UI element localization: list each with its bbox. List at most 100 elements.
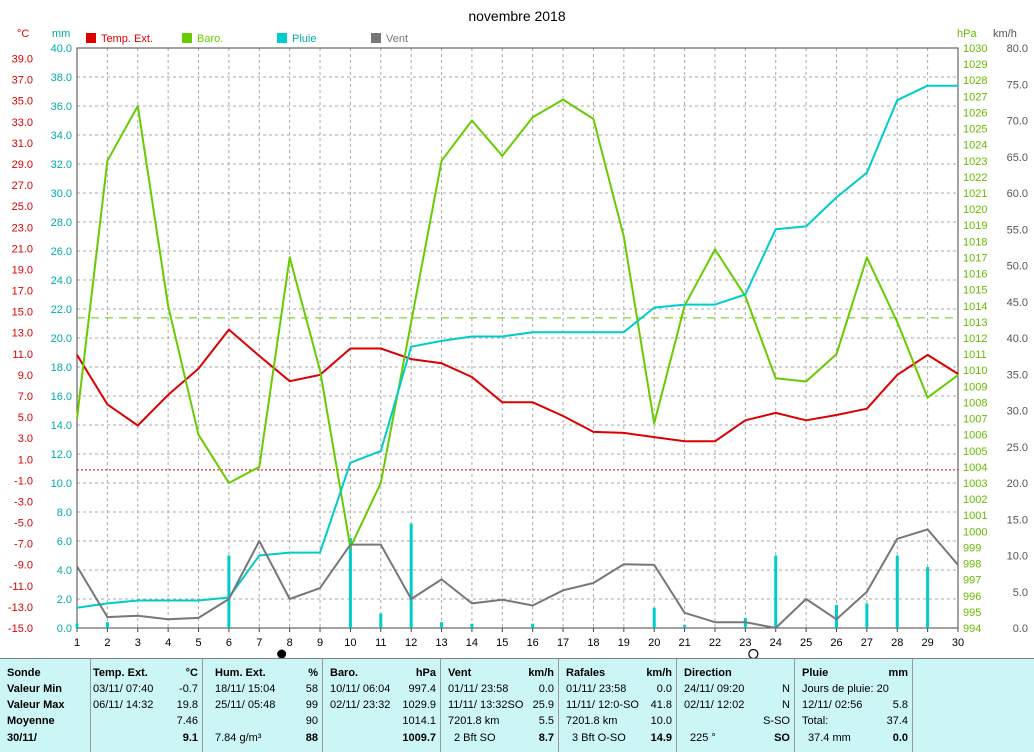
pressure-point <box>653 422 656 425</box>
daily-rain-bar <box>227 555 231 628</box>
baro-max-date: 02/11/ 23:32 <box>330 699 391 711</box>
x-tick-label: 24 <box>770 637 782 649</box>
temp-tick-label: -1.0 <box>14 475 33 487</box>
rain-tick-label: 10.0 <box>51 478 72 490</box>
temperature-point <box>349 347 352 350</box>
pressure-tick-label: 1029 <box>963 59 987 71</box>
rain-days: Jours de pluie: 20 <box>802 683 889 695</box>
pressure-point <box>774 377 777 380</box>
temp-min-value: -0.7 <box>179 683 198 695</box>
cumulative-rain-point <box>258 554 261 557</box>
wind-point <box>866 590 868 593</box>
pressure-point <box>106 159 109 162</box>
daily-rain-bar <box>683 625 687 628</box>
pressure-tick-label: 1002 <box>963 494 987 506</box>
cumulative-rain-point <box>531 331 534 334</box>
wind-min-value: 0.0 <box>538 683 554 695</box>
cumulative-rain-point <box>349 461 352 464</box>
wind-point <box>258 540 261 542</box>
pressure-point <box>896 321 899 323</box>
wind-tick-label: 80.0 <box>1007 43 1028 55</box>
baro-today: 1009.7 <box>402 732 436 744</box>
pressure-tick-label: 1022 <box>963 172 987 184</box>
wind-tick-label: 45.0 <box>1007 297 1028 309</box>
x-tick-label: 1 <box>74 637 80 649</box>
temperature-point <box>471 376 473 378</box>
hum-max-date: 25/11/ 05:48 <box>215 699 276 711</box>
cumulative-rain-point <box>501 335 504 338</box>
stats-col-rain: Pluie mm Jours de pluie: 20 12/11/ 02:56… <box>794 659 913 752</box>
gusts-today-label: 3 Bft O-SO <box>572 732 626 744</box>
rain-tick-label: 18.0 <box>51 362 72 374</box>
direction-max-date: 02/11/ 12:02 <box>684 699 745 711</box>
wind-today: 8.7 <box>538 732 554 744</box>
cumulative-rain-point <box>288 551 291 554</box>
cumulative-rain-line <box>76 84 958 609</box>
legend-label-rain: Pluie <box>292 33 316 45</box>
cumulative-rain-point <box>683 303 686 306</box>
temperature-point <box>228 328 230 331</box>
cumulative-rain-point <box>592 331 595 334</box>
rain-tick-label: 0.0 <box>57 623 72 635</box>
rain-tick-label: 34.0 <box>51 130 72 142</box>
gusts-today: 14.9 <box>650 732 672 744</box>
rain-tick-label: 16.0 <box>51 391 72 403</box>
pressure-point <box>835 353 838 355</box>
temp-tick-label: -15.0 <box>8 623 33 635</box>
pressure-point <box>410 321 412 323</box>
rain-tick-label: 22.0 <box>51 304 72 316</box>
daily-rain-bar <box>834 604 838 628</box>
x-tick-label: 17 <box>557 637 569 649</box>
x-tick-label: 13 <box>435 637 447 649</box>
plot-frame <box>76 47 959 629</box>
pressure-point <box>714 248 716 251</box>
x-tick-label: 12 <box>405 637 417 649</box>
temp-tick-label: 25.0 <box>12 201 33 213</box>
x-tick-label: 23 <box>739 637 751 649</box>
temperature-point <box>258 355 261 357</box>
x-tick-label: 15 <box>496 637 508 649</box>
pressure-tick-label: 1027 <box>963 91 987 103</box>
hum-today-label: 7.84 g/m³ <box>215 732 262 744</box>
x-tick-label: 4 <box>165 637 171 649</box>
wind-tick-label: 65.0 <box>1007 152 1028 164</box>
stats-col-baro: Baro. hPa 10/11/ 06:04 997.4 02/11/ 23:3… <box>322 659 441 752</box>
wind-point <box>592 582 595 584</box>
temp-tick-label: -13.0 <box>8 602 33 614</box>
legend-label-temp: Temp. Ext. <box>101 33 153 45</box>
cumulative-rain-point <box>805 225 807 228</box>
temp-tick-label: 21.0 <box>12 243 33 255</box>
pressure-tick-label: 1025 <box>963 124 987 136</box>
hum-today: 88 <box>305 732 318 744</box>
wind-point <box>896 538 899 540</box>
cumulative-rain-point <box>774 228 777 231</box>
wind-average: 5.5 <box>538 715 554 727</box>
chart-title: novembre 2018 <box>468 8 566 24</box>
new-moon-icon <box>277 649 287 658</box>
wind-line <box>76 528 959 629</box>
rain-tick-label: 28.0 <box>51 217 72 229</box>
stats-col-direction: Direction 24/11/ 09:20 N 02/11/ 12:02 N … <box>676 659 795 752</box>
pressure-tick-label: 1010 <box>963 365 987 377</box>
cumulative-rain-point <box>926 84 929 87</box>
wind-tick-label: 70.0 <box>1007 116 1028 128</box>
rain-tick-label: 38.0 <box>51 72 72 84</box>
pressure-tick-label: 1012 <box>963 333 987 345</box>
pressure-tick-label: 1004 <box>963 462 987 474</box>
wind-tick-label: 30.0 <box>1007 406 1028 418</box>
pressure-point <box>744 295 747 297</box>
pressure-tick-label: 1021 <box>963 188 987 200</box>
wind-point <box>440 578 443 581</box>
sonde-row-avg: Moyenne <box>7 715 55 727</box>
hum-unit: % <box>308 667 318 679</box>
legend-swatch-wind <box>371 33 381 43</box>
daily-rain-bar <box>865 603 869 628</box>
rain-tick-label: 20.0 <box>51 333 72 345</box>
temp-tick-label: 29.0 <box>12 159 33 171</box>
x-tick-label: 22 <box>709 637 721 649</box>
x-tick-label: 3 <box>135 637 141 649</box>
pressure-point <box>562 98 564 101</box>
temperature-line <box>76 328 959 443</box>
direction-min-date: 24/11/ 09:20 <box>684 683 745 695</box>
temperature-point <box>744 419 747 422</box>
